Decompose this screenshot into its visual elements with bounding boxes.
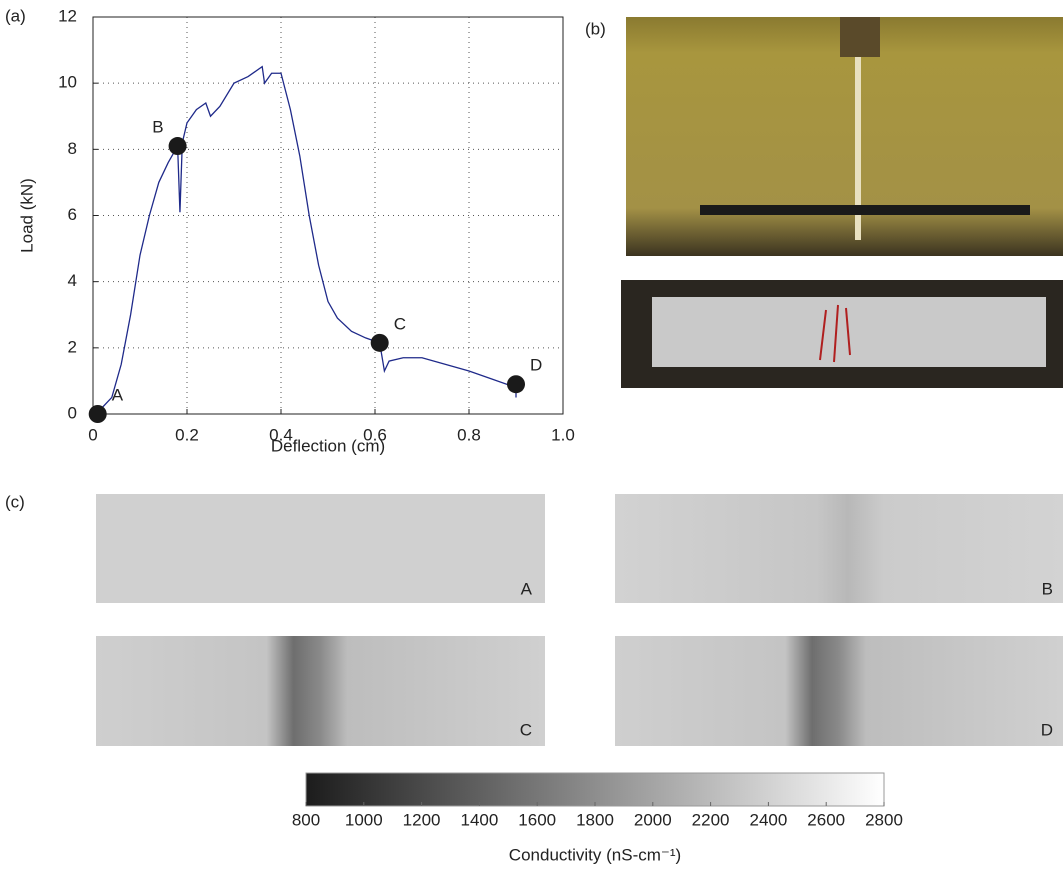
y-tick-label: 2: [68, 337, 77, 356]
y-tick-label: 4: [68, 271, 77, 290]
point-label: D: [530, 356, 542, 375]
conductivity-maps: [96, 494, 1063, 746]
x-tick-label: 0.4: [269, 425, 293, 444]
map-label: A: [521, 579, 533, 598]
x-axis-label: Deflection (cm): [271, 436, 385, 455]
panel-label: (a): [5, 6, 26, 25]
map-label: B: [1042, 579, 1053, 598]
map-label: D: [1041, 720, 1053, 739]
colorbar: [305, 772, 885, 807]
y-tick-label: 12: [58, 6, 77, 25]
x-tick-label: 1.0: [551, 425, 575, 444]
point-marker: [88, 405, 107, 423]
y-axis-label: Load (kN): [17, 178, 36, 253]
data-line: [92, 65, 517, 415]
point-label: B: [152, 118, 163, 137]
x-tick-label: 0: [88, 425, 97, 444]
panel-label: (c): [5, 492, 25, 511]
point-marker: [168, 137, 187, 156]
colorbar-tick-label: 800: [292, 810, 320, 829]
point-marker: [370, 333, 389, 352]
colorbar-tick-label: 2200: [692, 810, 730, 829]
y-tick-label: 8: [68, 139, 77, 158]
colorbar-tick-label: 2800: [865, 810, 903, 829]
y-tick-label: 6: [68, 205, 77, 224]
colorbar-tick-label: 1400: [460, 810, 498, 829]
y-tick-label: 0: [68, 403, 77, 422]
colorbar-tick-label: 2000: [634, 810, 672, 829]
colorbar-tick-label: 1800: [576, 810, 614, 829]
colorbar-tick-label: 1200: [403, 810, 441, 829]
map-label: C: [520, 720, 532, 739]
x-tick-label: 0.2: [175, 425, 199, 444]
colorbar-tick-label: 1600: [518, 810, 556, 829]
colorbar-label: Conductivity (nS-cm⁻¹): [509, 845, 681, 864]
colorbar-tick-label: 2400: [749, 810, 787, 829]
colorbar-tick-label: 2600: [807, 810, 845, 829]
colorbar-tick-label: 1000: [345, 810, 383, 829]
plot-frame: [92, 16, 564, 415]
point-marker: [507, 375, 525, 394]
x-tick-label: 0.8: [457, 425, 481, 444]
x-tick-label: 0.6: [363, 425, 387, 444]
photo-specimen: [621, 280, 1063, 388]
y-tick-label: 10: [58, 73, 77, 92]
panel-label: (b): [585, 19, 606, 38]
photo-beam: [626, 17, 1063, 256]
point-label: C: [394, 314, 406, 333]
point-label: A: [112, 385, 124, 404]
